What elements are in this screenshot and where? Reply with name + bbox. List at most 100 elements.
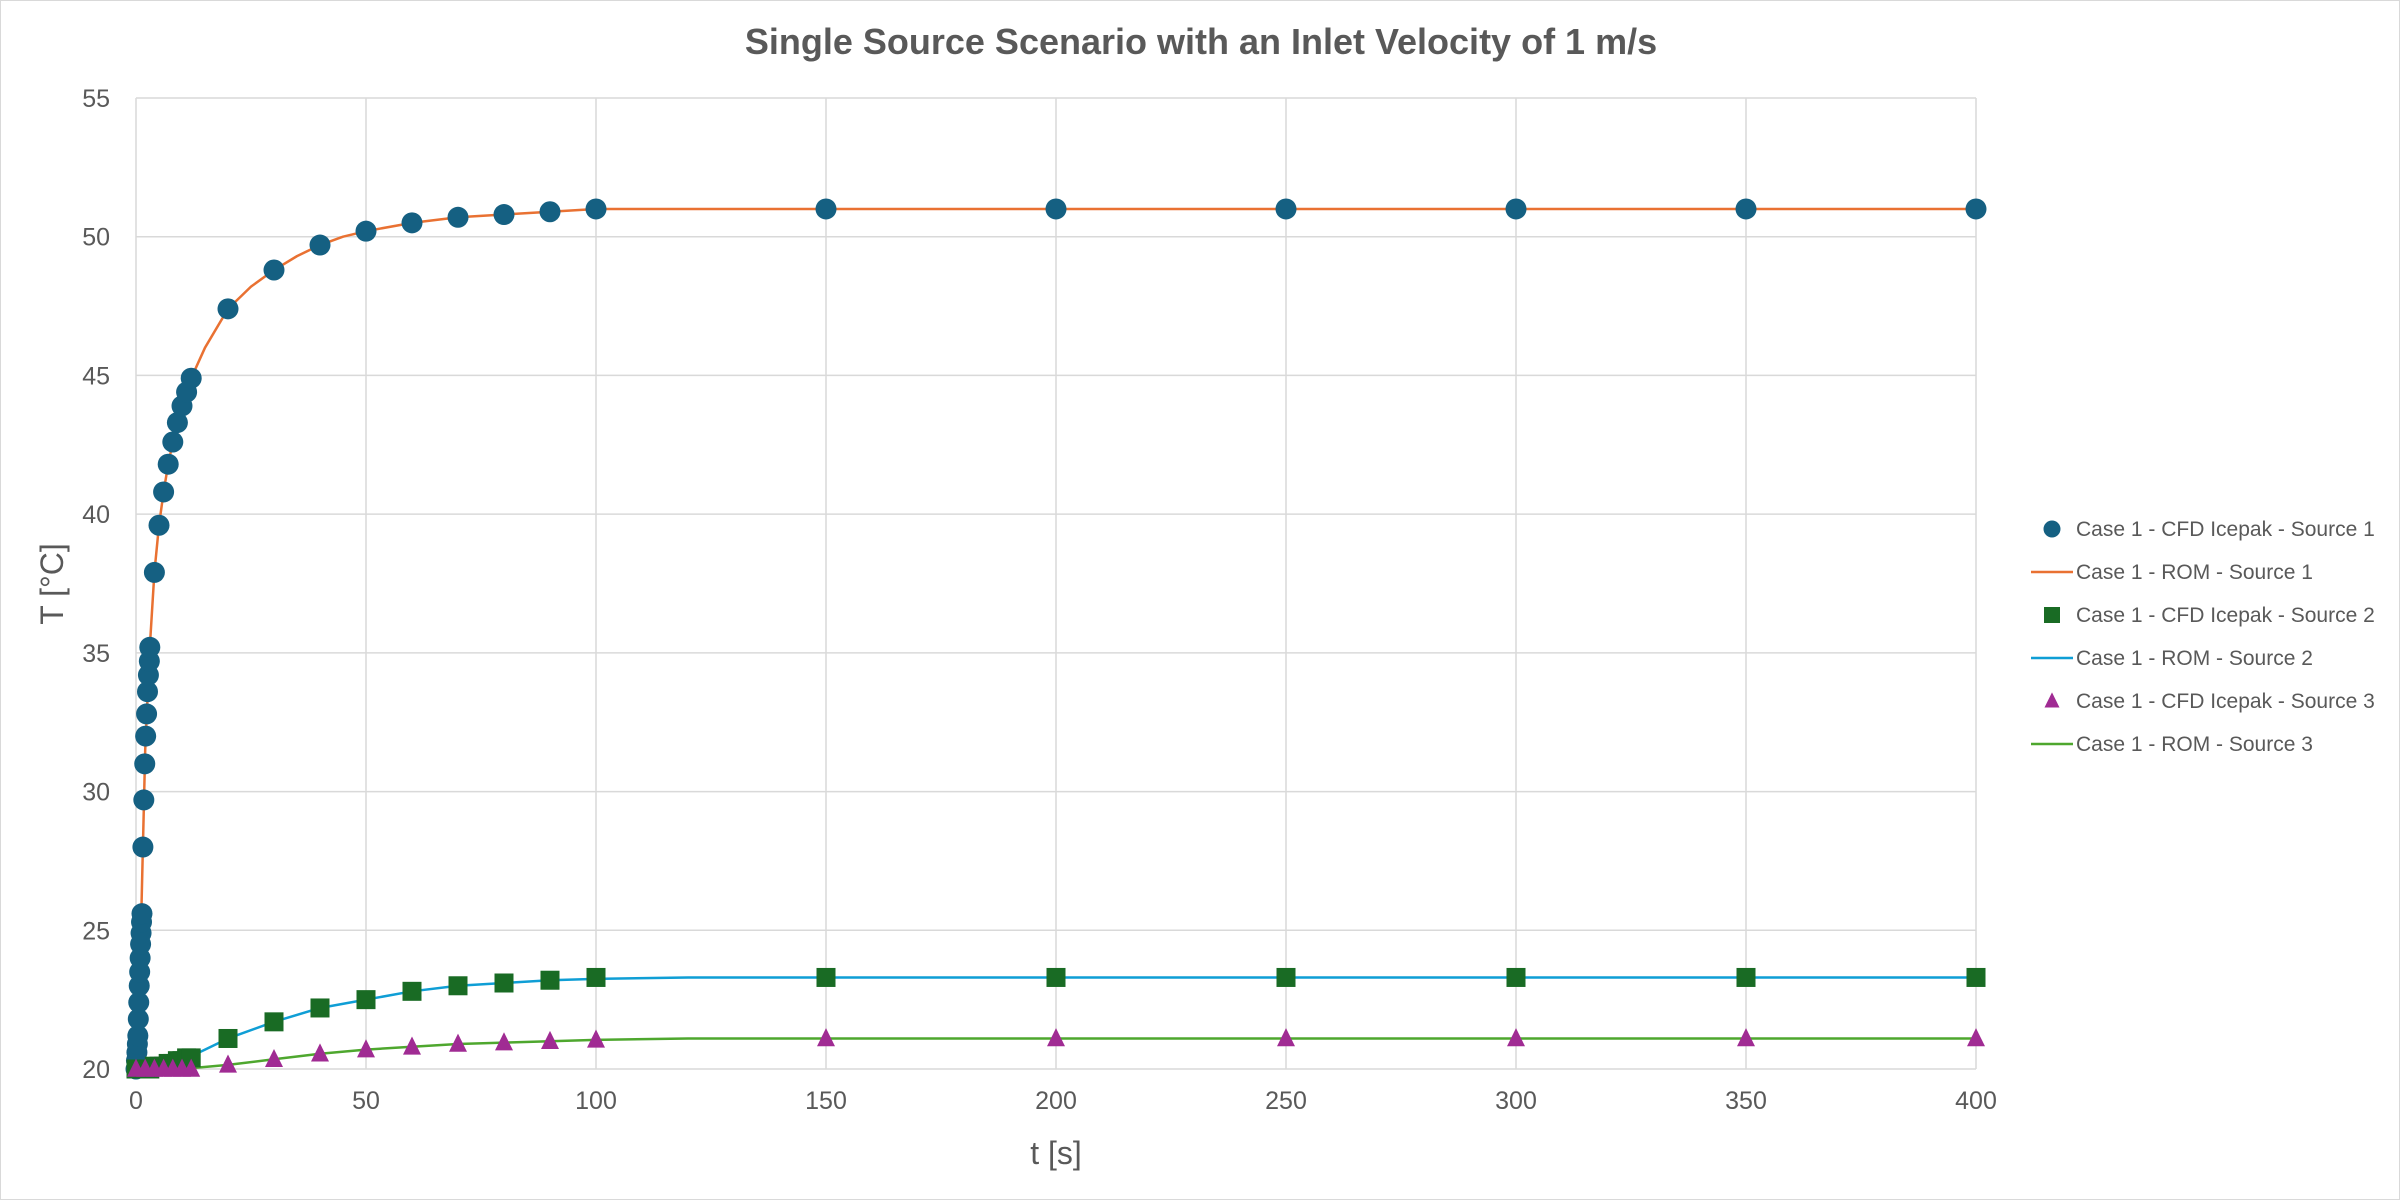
data-point [1047,1028,1065,1047]
data-point [1046,967,1066,987]
data-point [310,998,330,1018]
data-point [816,967,836,987]
y-tick-label: 50 [82,224,110,252]
data-point [182,1058,201,1077]
data-point [132,836,154,858]
data-point [309,234,331,256]
data-point [540,970,560,990]
data-point [586,967,606,987]
data-point [402,981,422,1001]
data-point [448,976,468,996]
x-tick-label: 0 [129,1087,143,1115]
y-axis-title: T [°C] [34,543,70,625]
data-point [1507,1028,1525,1047]
data-point [131,903,153,925]
x-tick-label: 100 [575,1087,617,1115]
y-tick-label: 25 [82,917,110,945]
data-point [162,431,184,453]
data-point [401,212,423,234]
x-tick-label: 400 [1955,1087,1997,1115]
data-point [1275,198,1297,220]
data-point [355,220,377,242]
data-point [148,514,170,536]
data-point [153,481,175,503]
x-tick-label: 200 [1035,1087,1077,1115]
data-point [356,990,376,1010]
data-point [139,636,161,658]
data-point [403,1036,421,1055]
data-point [1735,198,1757,220]
data-point [137,681,158,703]
x-tick-label: 350 [1725,1087,1767,1115]
legend-swatch [2044,607,2060,623]
legend-swatch [2044,692,2060,708]
legend-label: Case 1 - CFD Icepak - Source 1 [2076,518,2375,541]
data-point [1506,967,1526,987]
data-point [1276,967,1296,987]
series-line-1 [134,207,1976,1070]
legend-label: Case 1 - ROM - Source 1 [2076,561,2313,584]
data-point [127,1025,149,1047]
data-point [127,1008,149,1030]
series-path [134,207,1976,1070]
x-tick-label: 150 [805,1087,847,1115]
y-tick-label: 45 [82,362,110,390]
legend-item: Case 1 - CFD Icepak - Source 1 [2043,518,2375,541]
data-point [143,561,165,583]
data-point [585,198,607,220]
data-point [136,703,158,725]
legend-item: Case 1 - CFD Icepak - Source 3 [2044,690,2375,713]
grid-layer [135,97,1977,1070]
data-point [166,412,188,434]
series-markers-4 [127,1028,1985,1077]
series-path [135,976,1976,1071]
legend-item: Case 1 - ROM - Source 2 [2031,647,2313,670]
data-point [1736,967,1756,987]
data-point [357,1039,375,1058]
y-tick-label: 40 [82,501,110,529]
legend-swatch [2043,520,2061,538]
data-point [135,725,157,747]
legend-label: Case 1 - ROM - Source 3 [2076,733,2313,756]
data-point [1045,198,1067,220]
chart-title: Single Source Scenario with an Inlet Vel… [745,21,1657,62]
data-point [217,298,239,320]
series-line-5 [136,1037,1976,1071]
data-point [1277,1028,1295,1047]
x-tick-label: 250 [1265,1087,1307,1115]
data-point [539,201,561,223]
legend-item: Case 1 - CFD Icepak - Source 2 [2044,604,2375,627]
tick-layer: 20 25 30 35 40 45 50 55 0 50 100 150 200 250 300 350 400 [82,85,1997,1115]
series-path [136,1037,1976,1071]
legend-item: Case 1 - ROM - Source 1 [2031,561,2313,584]
data-point [541,1030,559,1050]
data-point [180,367,202,389]
x-tick-label: 300 [1495,1087,1537,1115]
y-tick-label: 35 [82,640,110,668]
data-point [447,206,469,228]
data-point [1965,198,1987,220]
data-point [218,1028,238,1048]
legend: Case 1 - CFD Icepak - Source 1 Case 1 - R… [2031,518,2375,756]
data-point [219,1054,237,1073]
series-line-3 [135,976,1976,1071]
data-point [817,1028,835,1047]
data-point [311,1043,329,1062]
y-tick-label: 20 [82,1056,110,1084]
series-layer [125,198,1987,1080]
data-point [264,1012,284,1032]
data-point [134,753,156,775]
data-point [1737,1028,1755,1047]
legend-item: Case 1 - ROM - Source 3 [2031,733,2313,756]
data-point [815,198,837,220]
legend-label: Case 1 - CFD Icepak - Source 2 [2076,604,2375,627]
data-point [263,259,285,281]
data-point [265,1048,283,1068]
data-point [157,453,179,475]
data-point [181,1048,201,1068]
data-point [1505,198,1527,220]
legend-label: Case 1 - CFD Icepak - Source 3 [2076,690,2375,713]
legend-label: Case 1 - ROM - Source 2 [2076,647,2313,670]
